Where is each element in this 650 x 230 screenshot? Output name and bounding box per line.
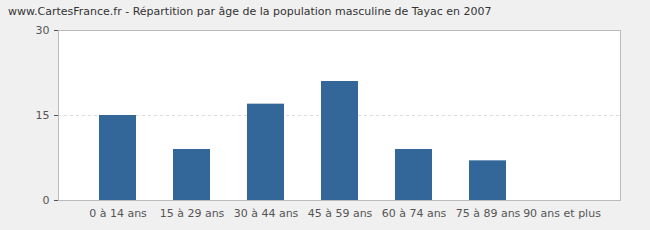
svg-text:15: 15 xyxy=(36,109,50,122)
svg-text:60 à 74 ans: 60 à 74 ans xyxy=(382,207,447,220)
html-text:www.CartesFrance.fr - Répartit: www.CartesFrance.fr - Répartition par âg… xyxy=(8,5,492,18)
svg-text:15 à 29 ans: 15 à 29 ans xyxy=(160,207,225,220)
svg-text:30 à 44 ans: 30 à 44 ans xyxy=(234,207,299,220)
svg-text:90 ans et plus: 90 ans et plus xyxy=(523,207,601,220)
svg-text:0: 0 xyxy=(43,194,50,207)
svg-text:0 à 14 ans: 0 à 14 ans xyxy=(89,207,147,220)
svg-text:45 à 59 ans: 45 à 59 ans xyxy=(308,207,373,220)
svg-text:30: 30 xyxy=(36,24,50,37)
svg-text:75 à 89 ans: 75 à 89 ans xyxy=(456,207,521,220)
